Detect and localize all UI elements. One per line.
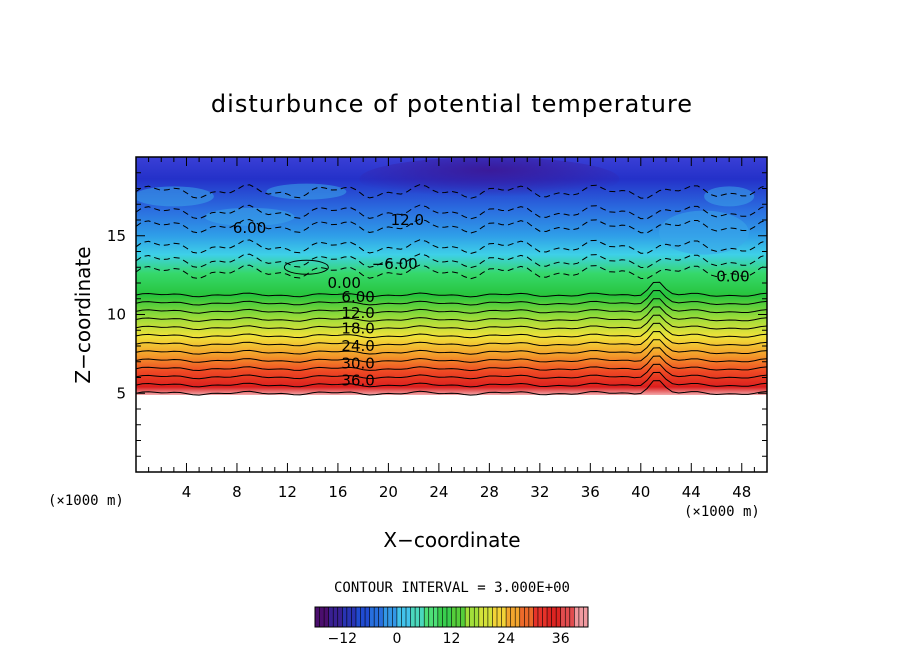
x-tick-label: 32 bbox=[530, 483, 549, 501]
colorbar-swatch bbox=[328, 607, 343, 627]
colorbar-tick-label: 36 bbox=[552, 631, 570, 647]
turbulence-patch bbox=[204, 207, 295, 226]
y-tick-label: 15 bbox=[107, 227, 126, 245]
colorbar-swatch bbox=[560, 607, 575, 627]
colorbar-swatch bbox=[315, 607, 330, 627]
y-axis-label: Z−coordinate bbox=[71, 246, 95, 383]
colorbar-swatch bbox=[451, 607, 466, 627]
x-tick-label: 28 bbox=[480, 483, 499, 501]
colorbar-swatch bbox=[369, 607, 384, 627]
x-tick-label: 8 bbox=[232, 483, 242, 501]
contour-line bbox=[136, 253, 767, 269]
colorbar-swatch bbox=[492, 607, 507, 627]
x-tick-label: 4 bbox=[182, 483, 192, 501]
x-tick-label: 44 bbox=[682, 483, 701, 501]
contour-line bbox=[136, 264, 767, 280]
colorbar-swatch bbox=[437, 607, 452, 627]
colorbar-swatch bbox=[410, 607, 425, 627]
y-tick-label: 5 bbox=[116, 384, 126, 402]
contour-label: 12.0 bbox=[341, 304, 374, 322]
contour-line bbox=[136, 330, 767, 347]
colorbar-tick-label: 24 bbox=[497, 631, 515, 647]
contour-label: −6.00 bbox=[372, 255, 418, 273]
turbulence-patch bbox=[136, 186, 214, 207]
x-tick-label: 20 bbox=[379, 483, 398, 501]
x-tick-label: 40 bbox=[631, 483, 650, 501]
field-fill bbox=[136, 157, 767, 472]
colorbar-tick-label: 0 bbox=[392, 631, 401, 647]
contour-line bbox=[136, 347, 767, 363]
contour-label: 18.0 bbox=[341, 320, 374, 338]
x-tick-label: 16 bbox=[328, 483, 347, 501]
colorbar-swatch bbox=[547, 607, 562, 627]
contour-line bbox=[136, 371, 767, 388]
x-tick-label: 48 bbox=[732, 483, 751, 501]
contour-line bbox=[136, 306, 767, 322]
colorbar-swatch bbox=[383, 607, 398, 627]
turbulence-patch bbox=[266, 183, 347, 200]
colorbar-swatch bbox=[533, 607, 548, 627]
contour-label: 36.0 bbox=[341, 372, 374, 390]
contour-line bbox=[136, 239, 767, 255]
contour-line bbox=[136, 380, 767, 396]
colorbar-swatch bbox=[519, 607, 534, 627]
colorbar-swatch bbox=[574, 607, 589, 627]
x-axis-label: X−coordinate bbox=[383, 528, 520, 552]
contour-line bbox=[283, 259, 329, 275]
contour-label: 6.00 bbox=[341, 288, 374, 306]
contour-label: 6.00 bbox=[233, 219, 266, 237]
x-unit-right: (×1000 m) bbox=[684, 504, 760, 520]
x-unit-left: (×1000 m) bbox=[48, 493, 124, 509]
colorbar-swatch bbox=[465, 607, 480, 627]
x-tick-label: 12 bbox=[278, 483, 297, 501]
contour-line bbox=[136, 218, 767, 234]
colorbar-swatch bbox=[424, 607, 439, 627]
contour-line bbox=[136, 339, 767, 355]
colorbar-swatch bbox=[478, 607, 493, 627]
contour-line bbox=[136, 314, 767, 331]
turbulence-patch bbox=[704, 186, 755, 207]
contour-label: 12.0 bbox=[391, 211, 424, 229]
contour-line bbox=[136, 184, 767, 199]
y-tick-label: 10 bbox=[107, 306, 126, 324]
contour-label: 0.00 bbox=[716, 268, 749, 286]
colorbar bbox=[314, 606, 589, 628]
contour-line bbox=[136, 363, 767, 380]
colorbar-swatch bbox=[506, 607, 521, 627]
colorbar-tick-label: 12 bbox=[443, 631, 461, 647]
x-tick-label: 24 bbox=[429, 483, 448, 501]
contour-line bbox=[136, 298, 767, 314]
contour-label: 30.0 bbox=[341, 354, 374, 372]
contour-label: 0.00 bbox=[328, 274, 361, 292]
colorbar-swatch bbox=[355, 607, 371, 627]
contour-line bbox=[136, 289, 767, 306]
x-tick-label: 36 bbox=[581, 483, 600, 501]
contour-line bbox=[136, 204, 767, 220]
contour-line bbox=[136, 281, 767, 298]
contour-label: 24.0 bbox=[341, 337, 374, 355]
chart-title: disturbunce of potential temperature bbox=[211, 90, 693, 118]
contour-interval-text: CONTOUR INTERVAL = 3.000E+00 bbox=[334, 580, 570, 596]
turbulence-patch bbox=[658, 210, 749, 255]
cold-core-patch bbox=[359, 157, 620, 202]
contour-line bbox=[136, 355, 767, 372]
colorbar-swatch bbox=[342, 607, 357, 627]
colorbar-swatch bbox=[396, 607, 412, 627]
contour-line bbox=[136, 322, 767, 339]
colorbar-frame bbox=[314, 606, 589, 628]
colorbar-tick-label: −12 bbox=[328, 631, 358, 647]
